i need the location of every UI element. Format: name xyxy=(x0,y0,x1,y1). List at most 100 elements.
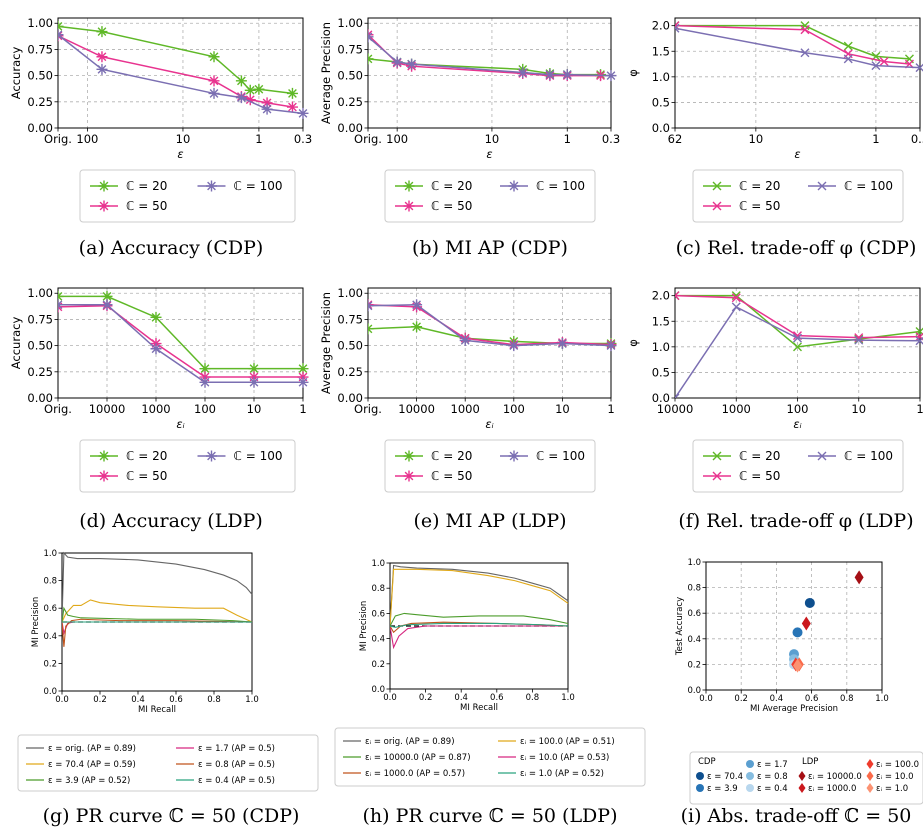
legend-box xyxy=(334,727,646,787)
series-line xyxy=(62,618,253,647)
x-tick-label: 100 xyxy=(386,132,408,146)
panel-caption: (g) PR curve ℂ = 50 (CDP) xyxy=(43,805,300,827)
y-axis-label: φ xyxy=(626,69,640,77)
y-tick-label: 0.2 xyxy=(43,659,57,669)
legend-entry-label: ε = 0.4 (AP = 0.5) xyxy=(198,776,275,786)
x-tick-label: 0.2 xyxy=(734,694,748,704)
scatter-point xyxy=(793,658,803,673)
legend-entry-label: ℂ = 50 xyxy=(739,469,780,483)
plot-area xyxy=(62,551,253,647)
y-tick-label: 0.6 xyxy=(687,609,701,619)
y-tick-label: 0.75 xyxy=(27,42,53,56)
y-tick-label: 0.6 xyxy=(43,604,57,614)
x-tick-label: 0.6 xyxy=(490,693,504,703)
legend-entry-label: ε = 0.8 (AP = 0.5) xyxy=(198,760,275,770)
legend-swatch-marker xyxy=(712,201,722,211)
x-tick-label: Orig. xyxy=(354,402,382,416)
legend-entry-label: εᵢ = 10000.0 (AP = 0.87) xyxy=(365,753,471,763)
legend-entry-label: ε = 0.8 xyxy=(757,772,788,782)
x-tick-label: 1 xyxy=(607,402,614,416)
x-tick-label: 0.8 xyxy=(207,695,221,705)
legend-swatch-marker xyxy=(508,450,520,462)
series-line xyxy=(390,564,569,627)
y-tick-label: 2.0 xyxy=(652,19,670,33)
data-point-marker xyxy=(800,21,810,31)
legend-marker xyxy=(866,783,874,793)
data-point-marker xyxy=(297,107,309,119)
y-tick-label: 1.00 xyxy=(27,16,53,30)
legend-swatch-marker xyxy=(98,450,110,462)
x-tick-label: 0.4 xyxy=(770,694,784,704)
legend-box xyxy=(17,734,319,792)
panel-caption: (h) PR curve ℂ = 50 (LDP) xyxy=(362,805,617,827)
legend-box xyxy=(79,169,296,223)
legend-group-title: CDP xyxy=(698,757,716,767)
y-tick-label: 0.8 xyxy=(371,584,385,594)
x-tick-label: 0.0 xyxy=(699,694,713,704)
plot-frame xyxy=(57,17,304,129)
x-tick-label: 10000 xyxy=(398,402,435,416)
x-tick-label: 100 xyxy=(503,402,525,416)
data-point-marker xyxy=(731,302,741,312)
y-tick-label: 0.0 xyxy=(687,686,701,696)
y-tick-label: 0.25 xyxy=(27,95,53,109)
x-tick-label: 1 xyxy=(255,132,262,146)
y-tick-label: 0.50 xyxy=(337,339,363,353)
x-tick-label: 1 xyxy=(564,132,571,146)
panel-caption: (e) MI AP (LDP) xyxy=(413,510,566,532)
series-line xyxy=(390,612,569,627)
x-tick-label: Orig. xyxy=(44,132,72,146)
data-point-marker xyxy=(286,87,298,99)
x-tick-label: 0.2 xyxy=(419,693,433,703)
series-line xyxy=(62,551,253,623)
legend-entry-label: ℂ = 50 xyxy=(431,469,472,483)
data-point-marker xyxy=(406,58,418,70)
data-point-marker xyxy=(508,340,520,352)
plot-area xyxy=(675,291,923,398)
legend-entry-label: εᵢ = 1.0 (AP = 0.52) xyxy=(520,769,604,779)
y-tick-label: 0.00 xyxy=(337,391,363,405)
x-tick-label: 10 xyxy=(485,132,500,146)
legend-entry-label: ℂ = 20 xyxy=(126,179,167,193)
data-point-marker xyxy=(675,291,680,301)
legend-swatch-marker xyxy=(98,470,110,482)
data-point-marker xyxy=(208,51,220,63)
legend-entry-label: ε = 3.9 (AP = 0.52) xyxy=(48,776,130,786)
plot-frame xyxy=(705,561,883,691)
legend-entry-label: ε = 1.7 xyxy=(757,760,788,770)
legend-entry-label: ℂ = 20 xyxy=(431,179,472,193)
y-tick-label: 0.50 xyxy=(27,69,53,83)
y-tick-label: 0.8 xyxy=(687,584,701,594)
y-tick-label: 0.00 xyxy=(337,121,363,135)
legend-box xyxy=(384,169,596,223)
scatter-point xyxy=(804,597,815,608)
legend-entry-label: ℂ = 50 xyxy=(431,199,472,213)
legend-swatch-marker xyxy=(508,180,520,192)
series-line xyxy=(58,34,304,115)
x-tick-label: 1000 xyxy=(722,402,751,416)
y-tick-label: 0.0 xyxy=(652,121,670,135)
legend-entry-label: εᵢ = 10.0 xyxy=(876,772,914,782)
data-point-marker xyxy=(248,363,260,375)
plot-area xyxy=(390,564,569,650)
data-point-marker xyxy=(96,63,108,75)
y-tick-label: 2.0 xyxy=(652,289,670,303)
legend-swatch-marker xyxy=(206,450,217,462)
y-tick-label: 1.0 xyxy=(43,549,57,559)
legend-box xyxy=(692,439,904,493)
plot-area xyxy=(58,20,309,119)
y-axis-label: φ xyxy=(626,339,640,347)
series-line xyxy=(58,304,303,384)
y-axis-label: Average Precision xyxy=(319,22,333,124)
data-point-marker xyxy=(150,311,162,323)
series-line xyxy=(390,568,569,627)
legend-box xyxy=(79,439,296,493)
legend-swatch-marker xyxy=(98,180,110,192)
y-tick-label: 0.0 xyxy=(371,685,385,695)
legend-marker xyxy=(696,784,704,792)
x-tick-label: 0.4 xyxy=(454,693,468,703)
legend-entry-label: ℂ = 50 xyxy=(126,469,167,483)
y-tick-label: 0.00 xyxy=(27,121,53,135)
